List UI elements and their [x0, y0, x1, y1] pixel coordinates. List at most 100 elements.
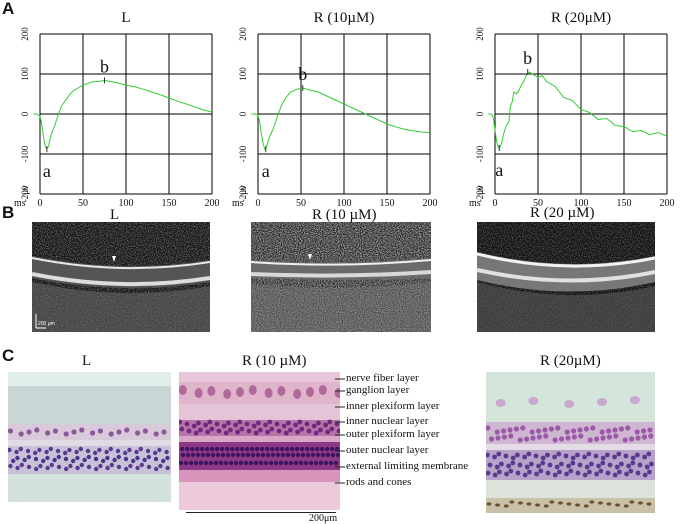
cell-nucleus — [79, 427, 85, 433]
cell-nucleus — [315, 446, 320, 452]
cell-nucleus — [617, 469, 622, 475]
cell-nucleus — [535, 503, 541, 507]
cell-nucleus — [230, 452, 236, 458]
cell-nucleus — [637, 462, 643, 468]
cell-nucleus — [253, 460, 259, 466]
cell-nucleus — [135, 465, 140, 471]
cell-nucleus — [135, 430, 141, 436]
cell-nucleus — [239, 426, 245, 432]
cell-nucleus — [131, 458, 136, 464]
cell-nucleus — [517, 437, 523, 443]
cell-nucleus — [127, 447, 132, 453]
cell-nucleus — [310, 452, 316, 458]
cell-nucleus — [240, 446, 245, 452]
cell-nucleus — [270, 452, 276, 458]
cell-nucleus — [218, 460, 224, 466]
cell-nucleus — [153, 456, 159, 462]
cell-nucleus — [647, 427, 653, 433]
cell-nucleus — [295, 429, 300, 435]
cell-nucleus — [15, 455, 20, 461]
cell-nucleus — [200, 446, 205, 452]
y-axis-label: µv — [475, 185, 485, 195]
cell-nucleus — [264, 388, 273, 398]
cell-nucleus — [63, 431, 69, 437]
cell-nucleus — [547, 462, 553, 468]
cell-nucleus — [154, 466, 159, 472]
cell-nucleus — [504, 471, 509, 477]
x-tick-label: 100 — [574, 198, 589, 209]
cell-nucleus — [101, 458, 106, 464]
cell-nucleus — [543, 504, 549, 508]
cell-nucleus — [205, 452, 211, 458]
cell-nucleus — [540, 460, 546, 466]
cell-nucleus — [200, 452, 206, 458]
cell-nucleus — [570, 460, 576, 466]
cell-nucleus — [290, 446, 295, 452]
cell-nucleus — [600, 455, 606, 461]
cell-nucleus — [596, 463, 601, 469]
cell-nucleus — [208, 460, 214, 466]
x-tick-label: 200 — [205, 198, 220, 209]
y-tick-label: -200 — [20, 185, 30, 202]
cell-nucleus — [228, 460, 234, 466]
cell-nucleus — [587, 437, 593, 443]
cell-nucleus — [248, 460, 254, 466]
cell-nucleus — [244, 421, 250, 427]
cell-nucleus — [486, 452, 490, 458]
cell-nucleus — [82, 457, 87, 463]
cell-nucleus — [233, 460, 239, 466]
oct-title-right-10um: R (10 µM) — [312, 207, 377, 223]
cell-nucleus — [275, 446, 280, 452]
histo-title-left: L — [82, 353, 92, 369]
cell-nucleus — [263, 460, 269, 466]
cell-nucleus — [243, 460, 249, 466]
cell-nucleus — [124, 466, 129, 472]
cell-nucleus — [246, 428, 252, 434]
cell-nucleus — [55, 448, 61, 454]
cell-nucleus — [300, 446, 305, 452]
x-tick-label: 0 — [256, 198, 261, 209]
cell-nucleus — [198, 427, 203, 433]
cell-nucleus — [564, 400, 575, 408]
cell-nucleus — [190, 446, 195, 452]
cell-nucleus — [295, 452, 301, 458]
x-tick-label: 150 — [617, 198, 632, 209]
y-tick-label: 200 — [20, 27, 30, 41]
cell-nucleus — [646, 451, 652, 457]
cell-nucleus — [191, 423, 197, 429]
cell-nucleus — [559, 461, 564, 467]
cell-nucleus — [179, 460, 184, 466]
cell-nucleus — [492, 472, 498, 478]
cell-nucleus — [195, 452, 201, 458]
cell-nucleus — [486, 470, 491, 476]
y-tick-label: 200 — [238, 27, 248, 41]
layer-label-inner-plexiform: inner plexiform layer — [346, 400, 440, 412]
x-tick-label: 50 — [78, 198, 88, 209]
cell-nucleus — [97, 447, 102, 453]
cell-nucleus — [299, 426, 305, 432]
cell-nucleus — [499, 461, 504, 467]
cell-nucleus — [612, 454, 617, 460]
cell-nucleus — [104, 449, 109, 455]
cell-nucleus — [489, 436, 495, 442]
cell-nucleus — [635, 470, 641, 476]
cell-nucleus — [566, 502, 572, 506]
cell-nucleus — [584, 464, 590, 470]
cell-nucleus — [492, 454, 497, 460]
cell-nucleus — [522, 454, 527, 460]
histology-image-right-20um — [486, 372, 655, 513]
cell-nucleus — [566, 463, 571, 469]
cell-nucleus — [161, 429, 167, 435]
cell-nucleus — [33, 450, 38, 456]
cell-nucleus — [108, 446, 114, 452]
cell-nucleus — [557, 469, 562, 475]
cell-nucleus — [641, 428, 647, 434]
cell-nucleus — [124, 427, 130, 433]
cell-nucleus — [303, 460, 309, 466]
cell-nucleus — [235, 429, 240, 435]
y-tick-label: 100 — [238, 67, 248, 81]
cell-nucleus — [14, 449, 19, 455]
cell-nucleus — [225, 452, 231, 458]
